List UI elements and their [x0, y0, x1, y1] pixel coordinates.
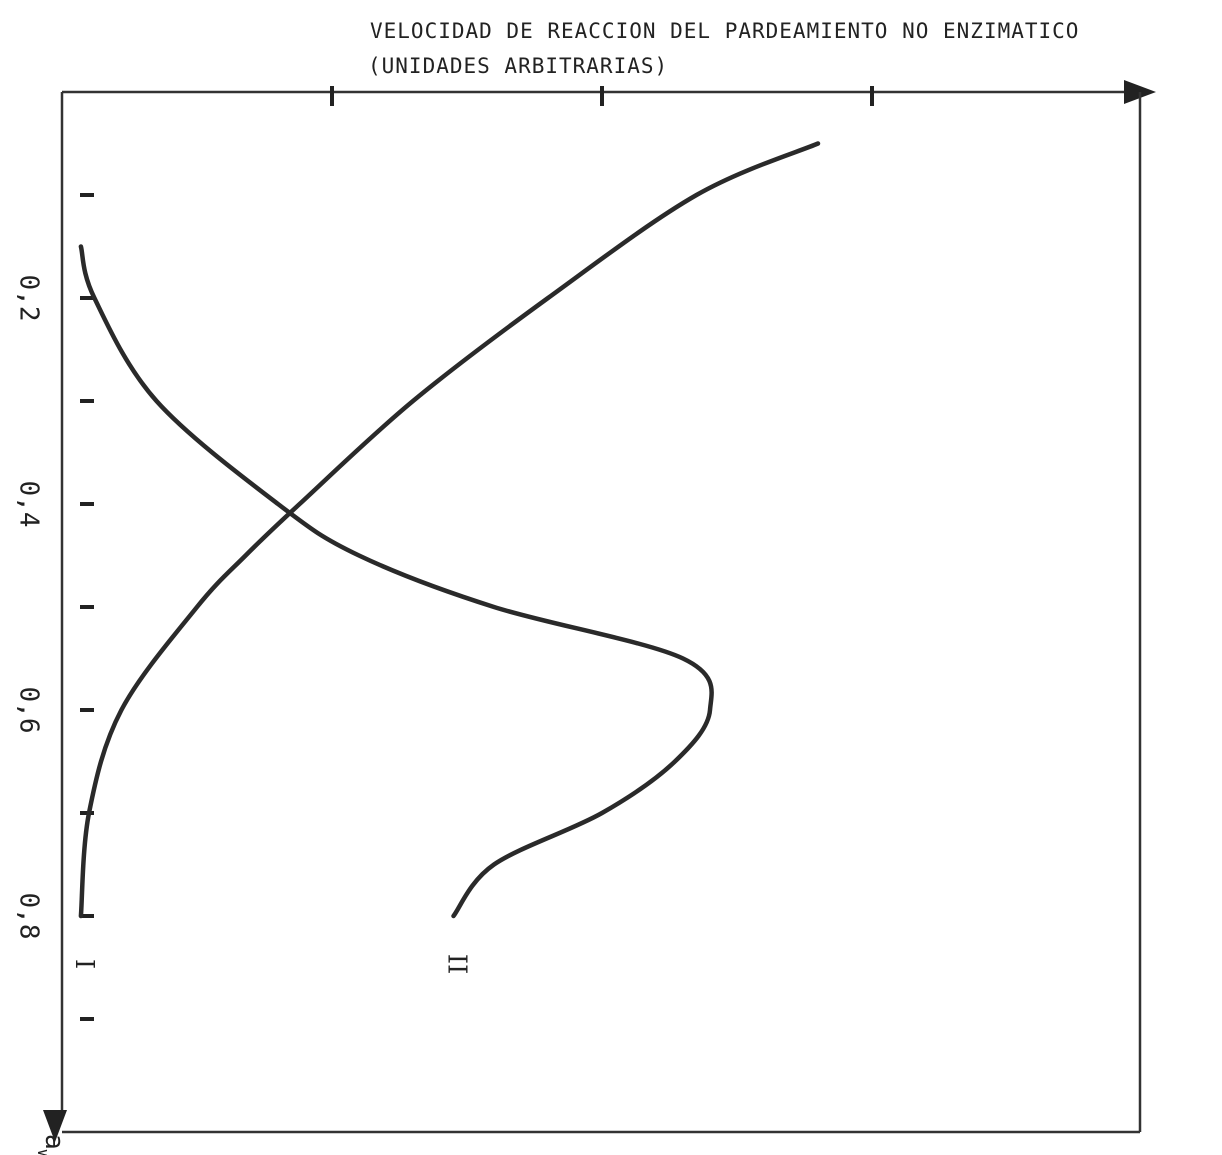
aw-axis-label-sub: w: [34, 1149, 53, 1155]
aw-tick-label: 0,2: [14, 275, 44, 322]
series-label: I: [69, 959, 99, 969]
series-curve-ii: [78, 244, 714, 919]
aw-tick-label: 0,8: [14, 893, 44, 940]
series-label: II: [442, 954, 472, 975]
aw-axis-ticks: [80, 193, 94, 1021]
series-label-text: II: [442, 954, 472, 975]
aw-axis-tick-labels: 0,2 0,4 0,6 0,8: [14, 275, 44, 940]
plot-frame: [43, 80, 1156, 1142]
rate-axis-ticks: [330, 86, 874, 106]
chart-title: VELOCIDAD DE REACCION DEL PARDEAMIENTO N…: [370, 19, 1079, 43]
aw-tick-label-text: 0,6: [14, 687, 44, 734]
aw-tick-label: 0,4: [14, 481, 44, 528]
series-label-text: I: [69, 959, 99, 969]
series-curve-i: [78, 141, 821, 919]
aw-tick-label-text: 0,2: [14, 275, 44, 322]
aw-axis-label: a w: [34, 1134, 69, 1155]
aw-axis-arrow: [43, 1110, 67, 1142]
aw-tick-label: 0,6: [14, 687, 44, 734]
aw-tick-label-text: 0,4: [14, 481, 44, 528]
aw-tick-label-text: 0,8: [14, 893, 44, 940]
aw-axis-label-main: a: [39, 1134, 69, 1150]
chart-subtitle: (UNIDADES ARBITRARIAS): [368, 54, 668, 78]
series-labels: I II: [69, 954, 472, 975]
series-curves: [78, 141, 821, 919]
